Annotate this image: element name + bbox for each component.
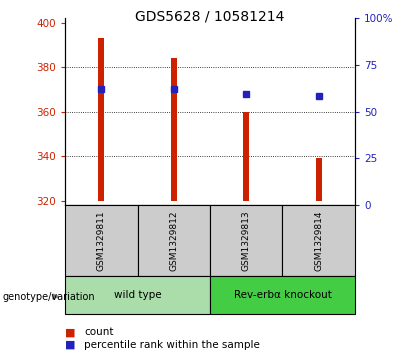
Text: Rev-erbα knockout: Rev-erbα knockout <box>234 290 331 300</box>
Text: percentile rank within the sample: percentile rank within the sample <box>84 340 260 350</box>
Bar <box>210 276 355 314</box>
Text: GDS5628 / 10581214: GDS5628 / 10581214 <box>135 9 285 23</box>
Text: ■: ■ <box>65 327 76 337</box>
Text: GSM1329811: GSM1329811 <box>97 210 106 271</box>
Bar <box>282 205 355 276</box>
Bar <box>65 205 138 276</box>
Bar <box>316 158 322 201</box>
Bar <box>171 58 177 201</box>
Bar <box>243 112 249 201</box>
Bar <box>98 38 104 201</box>
Bar <box>210 205 282 276</box>
Text: GSM1329812: GSM1329812 <box>169 210 178 271</box>
Text: count: count <box>84 327 113 337</box>
Bar <box>138 205 210 276</box>
Text: wild type: wild type <box>114 290 161 300</box>
Text: GSM1329814: GSM1329814 <box>314 210 323 271</box>
Bar <box>65 276 210 314</box>
Text: genotype/variation: genotype/variation <box>2 291 95 302</box>
Text: GSM1329813: GSM1329813 <box>242 210 251 271</box>
Text: ■: ■ <box>65 340 76 350</box>
